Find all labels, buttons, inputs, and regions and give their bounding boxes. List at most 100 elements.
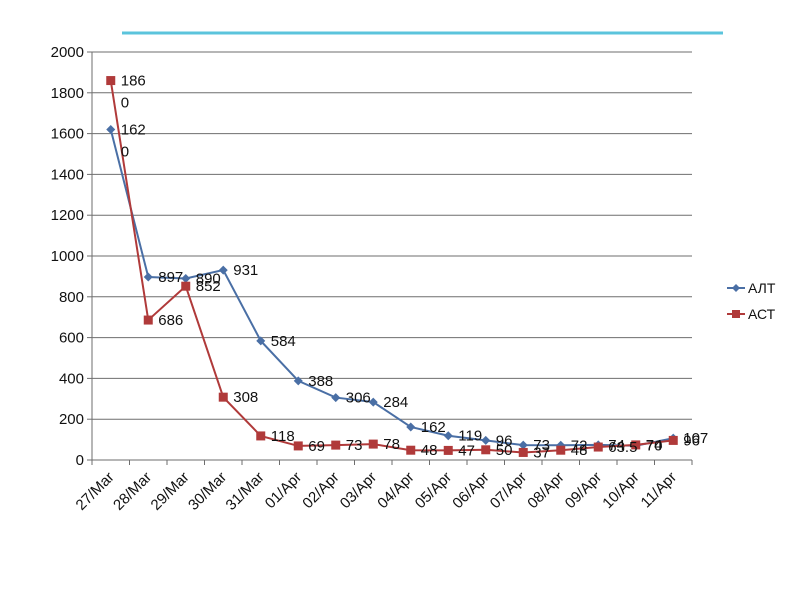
series-line-0 bbox=[109, 129, 674, 447]
data-label: 162 0 bbox=[121, 122, 146, 161]
legend-label: АСТ bbox=[748, 306, 776, 322]
data-point-square bbox=[106, 76, 116, 86]
data-label: 50 bbox=[496, 442, 513, 459]
data-point-diamond bbox=[518, 440, 528, 450]
y-tick-label: 1200 bbox=[51, 207, 84, 224]
y-tick-label: 0 bbox=[76, 452, 84, 469]
data-label: 284 bbox=[383, 394, 408, 411]
data-point-square bbox=[668, 435, 678, 445]
data-label: 308 bbox=[233, 389, 258, 406]
data-point-diamond bbox=[331, 393, 341, 403]
data-point-diamond bbox=[406, 422, 416, 432]
data-label: 48 bbox=[421, 442, 438, 459]
data-label: 69 bbox=[308, 438, 325, 455]
x-tick-label: 28/Mar bbox=[110, 469, 155, 514]
data-label: 73 bbox=[533, 437, 550, 454]
data-point-square bbox=[218, 392, 228, 402]
data-label: 306 bbox=[346, 390, 371, 407]
x-tick-label: 10/Apr bbox=[599, 469, 642, 512]
data-point-square bbox=[631, 440, 641, 450]
series-line-1 bbox=[109, 80, 674, 454]
data-label: 890 bbox=[196, 270, 221, 287]
data-point-diamond bbox=[106, 125, 116, 135]
data-point-square bbox=[556, 445, 566, 455]
data-label: 584 bbox=[271, 333, 296, 350]
data-label: 70 bbox=[646, 438, 663, 455]
series-lines bbox=[109, 80, 674, 454]
x-axis-ticks: 27/Mar28/Mar29/Mar30/Mar31/Mar01/Apr02/A… bbox=[73, 469, 681, 514]
data-label: 162 bbox=[421, 419, 446, 436]
data-point-square bbox=[443, 445, 453, 455]
data-label: 47 bbox=[458, 442, 475, 459]
legend-diamond-marker bbox=[732, 284, 740, 292]
data-point-square bbox=[181, 281, 191, 291]
data-label: 388 bbox=[308, 373, 333, 390]
data-point-diamond bbox=[443, 431, 453, 441]
data-label: 186 0 bbox=[121, 73, 146, 112]
data-point-diamond bbox=[368, 397, 378, 407]
data-point-square bbox=[368, 439, 378, 449]
data-point-diamond bbox=[181, 273, 191, 283]
data-point-diamond bbox=[481, 435, 491, 445]
data-point-square bbox=[143, 315, 153, 325]
data-label: 72 bbox=[571, 437, 588, 454]
x-tick-label: 05/Apr bbox=[412, 469, 455, 512]
data-label: 119 bbox=[458, 428, 482, 445]
x-tick-label: 07/Apr bbox=[487, 469, 530, 512]
y-tick-label: 1600 bbox=[51, 126, 84, 143]
data-label: 73 bbox=[346, 437, 363, 454]
y-tick-label: 800 bbox=[59, 289, 84, 306]
data-point-square bbox=[593, 442, 603, 452]
x-tick-label: 09/Apr bbox=[562, 469, 605, 512]
x-tick-label: 03/Apr bbox=[337, 469, 380, 512]
axes bbox=[87, 51, 693, 465]
y-tick-label: 1000 bbox=[51, 248, 84, 265]
data-label: 852 bbox=[196, 278, 221, 295]
data-label: 107 bbox=[683, 430, 708, 447]
data-point-square bbox=[331, 440, 341, 450]
grid bbox=[92, 51, 692, 420]
data-point-diamond bbox=[256, 336, 266, 346]
x-tick-label: 30/Mar bbox=[185, 469, 230, 514]
y-tick-label: 600 bbox=[59, 330, 84, 347]
data-label: 48 bbox=[571, 442, 588, 459]
y-tick-label: 400 bbox=[59, 370, 84, 387]
y-axis-ticks: 0 200 400 600 800 1000 1200 1400 1600 1800 2000 bbox=[51, 44, 84, 469]
x-tick-label: 02/Apr bbox=[299, 469, 342, 512]
data-point-square bbox=[481, 445, 491, 455]
data-label: 63.5 bbox=[608, 439, 637, 456]
x-tick-label: 11/Apr bbox=[638, 469, 680, 511]
data-label: 931 bbox=[233, 262, 258, 279]
data-label: 74 bbox=[608, 437, 625, 454]
data-label: 686 bbox=[158, 312, 183, 329]
y-tick-label: 1800 bbox=[51, 85, 84, 102]
series-markers bbox=[106, 76, 678, 457]
data-label: 37 bbox=[533, 444, 550, 461]
data-label: 74 bbox=[646, 437, 663, 454]
x-tick-label: 08/Apr bbox=[524, 469, 567, 512]
data-point-diamond bbox=[218, 265, 228, 275]
data-point-square bbox=[293, 441, 303, 451]
data-label: 96 bbox=[683, 432, 700, 449]
x-tick-label: 06/Apr bbox=[449, 469, 492, 512]
data-point-square bbox=[518, 447, 528, 457]
x-tick-label: 01/Apr bbox=[262, 469, 305, 512]
data-label: 897 bbox=[158, 269, 183, 286]
y-tick-label: 2000 bbox=[51, 44, 84, 61]
data-point-square bbox=[256, 431, 266, 441]
data-label: 96 bbox=[496, 432, 513, 449]
legend: АЛТ АСТ bbox=[727, 280, 776, 322]
data-label: 118 bbox=[271, 428, 295, 445]
y-tick-label: 200 bbox=[59, 411, 84, 428]
x-tick-label: 31/Mar bbox=[223, 469, 268, 514]
data-point-diamond bbox=[293, 376, 303, 386]
x-tick-label: 04/Apr bbox=[374, 469, 417, 512]
data-point-square bbox=[406, 445, 416, 455]
legend-square-marker bbox=[732, 310, 740, 318]
x-tick-label: 27/Mar bbox=[73, 469, 118, 514]
x-tick-label: 29/Mar bbox=[148, 469, 193, 514]
legend-label: АЛТ bbox=[748, 280, 776, 296]
y-tick-label: 1400 bbox=[51, 166, 84, 183]
